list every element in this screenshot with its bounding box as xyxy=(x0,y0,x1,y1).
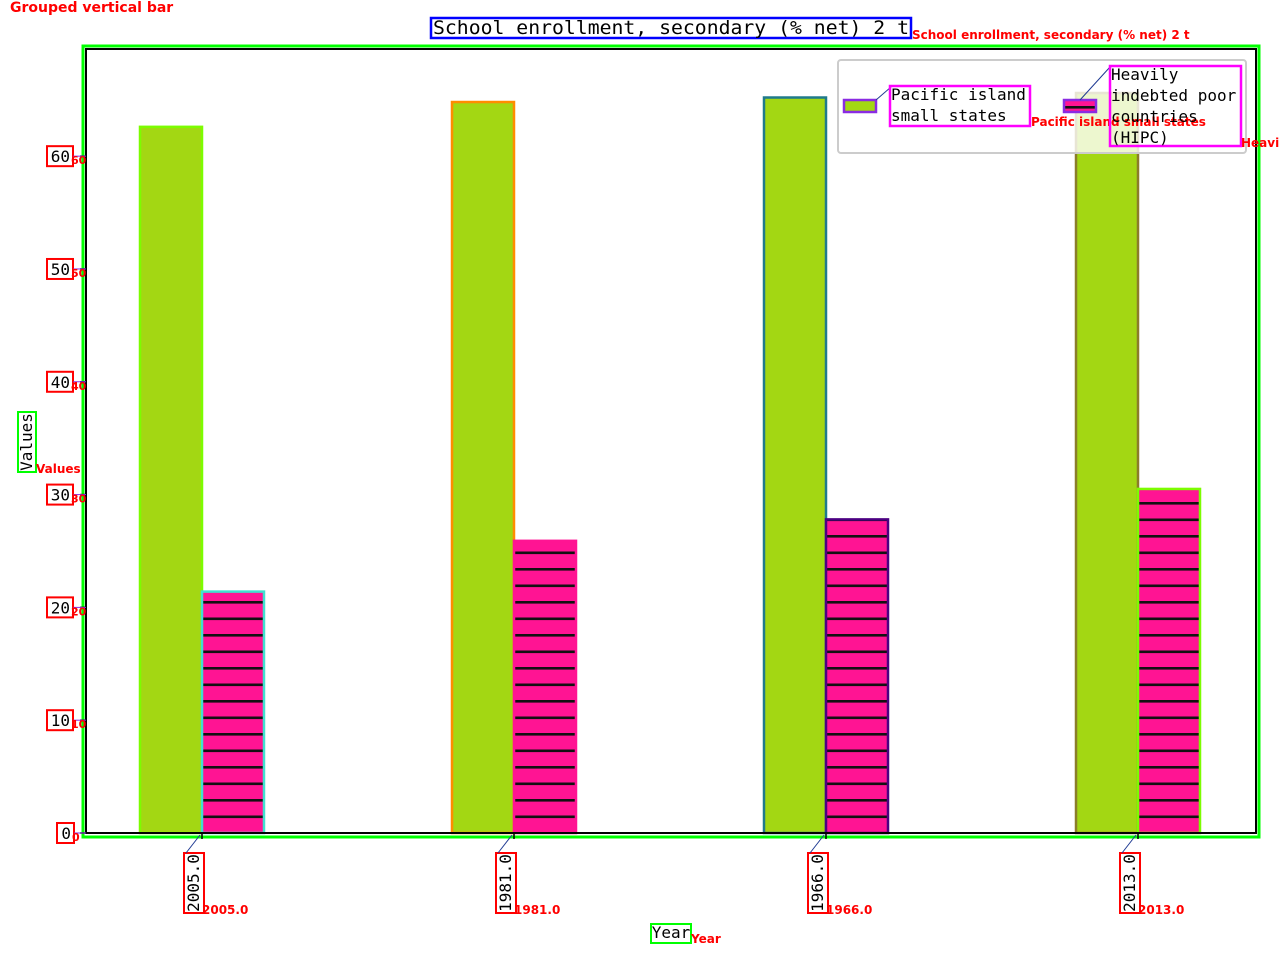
bar-series1-2013-0 xyxy=(1074,91,1140,835)
legend-leader-series1 xyxy=(875,86,892,101)
xlabel-annotation: Year xyxy=(690,932,721,946)
x-tick-annotation-2: 1966.0 xyxy=(826,903,872,917)
x-tick-annotation-0: 2005.0 xyxy=(202,903,248,917)
plot-frame xyxy=(85,48,1257,834)
y-tick-label-10: 10 xyxy=(51,711,70,730)
y-tick-label-40: 40 xyxy=(51,373,70,392)
y-tick-label-50: 50 xyxy=(51,260,70,279)
x-tick-label-0: 2005.0 xyxy=(184,854,203,912)
x-tick-leader-0 xyxy=(185,834,201,854)
x-tick-label-3: 2013.0 xyxy=(1120,854,1139,912)
x-tick-annotation-1: 1981.0 xyxy=(514,903,560,917)
x-tick-label-2: 1966.0 xyxy=(808,854,827,912)
bar-series2-2005-0 xyxy=(200,590,266,835)
y-tick-label-30: 30 xyxy=(51,486,70,505)
y-tick-annotation-30: 30 xyxy=(71,493,87,506)
legend-label-series2-line: countries xyxy=(1111,107,1198,126)
legend-swatch-series2 xyxy=(1062,98,1098,114)
x-tick-leader-1 xyxy=(497,834,513,854)
y-tick-annotation-60: 60 xyxy=(71,154,87,167)
x-tick-label-1: 1981.0 xyxy=(496,854,515,912)
bar-series1-2005-0 xyxy=(138,125,204,835)
x-axis-label: Year xyxy=(652,923,691,942)
legend-label-series1-line: small states xyxy=(891,106,1007,125)
legend-text-box-series2 xyxy=(1108,64,1243,148)
ylabel-box xyxy=(17,411,37,473)
ylabel-annotation: Values xyxy=(36,462,81,476)
y-tick-annotation-20: 20 xyxy=(71,605,87,618)
legend-annotation-series2: Heavily xyxy=(1241,136,1280,150)
chart-title: School enrollment, secondary (% net) 2 t xyxy=(433,17,909,39)
legend-swatch-series1 xyxy=(842,98,878,114)
y-tick-label-60: 60 xyxy=(51,147,70,166)
y-tick-annotation-10: 10 xyxy=(71,718,87,731)
title-annotation: School enrollment, secondary (% net) 2 t xyxy=(912,28,1190,42)
bar-series2-1966-0 xyxy=(824,518,890,835)
legend-label-series2-line: indebted poor xyxy=(1111,86,1237,105)
legend-label-series2-line: Heavily xyxy=(1111,65,1179,84)
legend-leader-series2 xyxy=(1079,66,1111,101)
y-tick-annotation-40: 40 xyxy=(71,380,87,393)
labels-layer: Grouped vertical bar 0 0 10 10 20 20 30 30 40 40 50… xyxy=(10,0,1190,946)
bar-series1-1966-0 xyxy=(762,96,828,835)
legend-label-series1: Pacific island small states xyxy=(891,85,1026,125)
legend-label-series2-line: (HIPC) xyxy=(1111,128,1169,147)
x-tick-box-2 xyxy=(807,852,829,914)
x-tick-annotation-3: 2013.0 xyxy=(1138,903,1184,917)
x-tick-box-3 xyxy=(1119,852,1141,914)
y-tick-annotation-50: 50 xyxy=(71,267,87,280)
bar-series2-1981-0 xyxy=(512,539,578,835)
bars-layer xyxy=(138,91,1202,835)
y-tick-label-0: 0 xyxy=(61,824,71,843)
xlabel-box xyxy=(650,923,692,944)
legend-annotation-series1: Pacific island small states xyxy=(1031,115,1206,129)
legend-text-box-series1 xyxy=(888,84,1032,128)
bar-series2-2013-0 xyxy=(1136,487,1202,835)
y-tick-label-20: 20 xyxy=(51,598,70,617)
legend-label-series2: Heavily indebted poor countries (HIPC) xyxy=(1111,65,1237,147)
title-box xyxy=(429,16,913,40)
legend-frame xyxy=(837,59,1247,154)
figure-tag: Grouped vertical bar xyxy=(10,0,173,16)
legend-layer: Pacific island small states Pacific island… xyxy=(837,59,1280,154)
bar-series1-1981-0 xyxy=(450,100,516,835)
y-tick-annotation-0: 0 xyxy=(72,831,80,844)
x-tick-box-0 xyxy=(183,852,205,914)
axes-layer xyxy=(80,44,1261,839)
x-tick-leader-3 xyxy=(1121,834,1137,854)
legend-label-series1-line: Pacific island xyxy=(891,85,1026,104)
x-tick-box-1 xyxy=(495,852,517,914)
plot-outer-box xyxy=(81,44,1261,839)
y-axis-label: Values xyxy=(17,413,36,471)
x-tick-leader-2 xyxy=(809,834,825,854)
